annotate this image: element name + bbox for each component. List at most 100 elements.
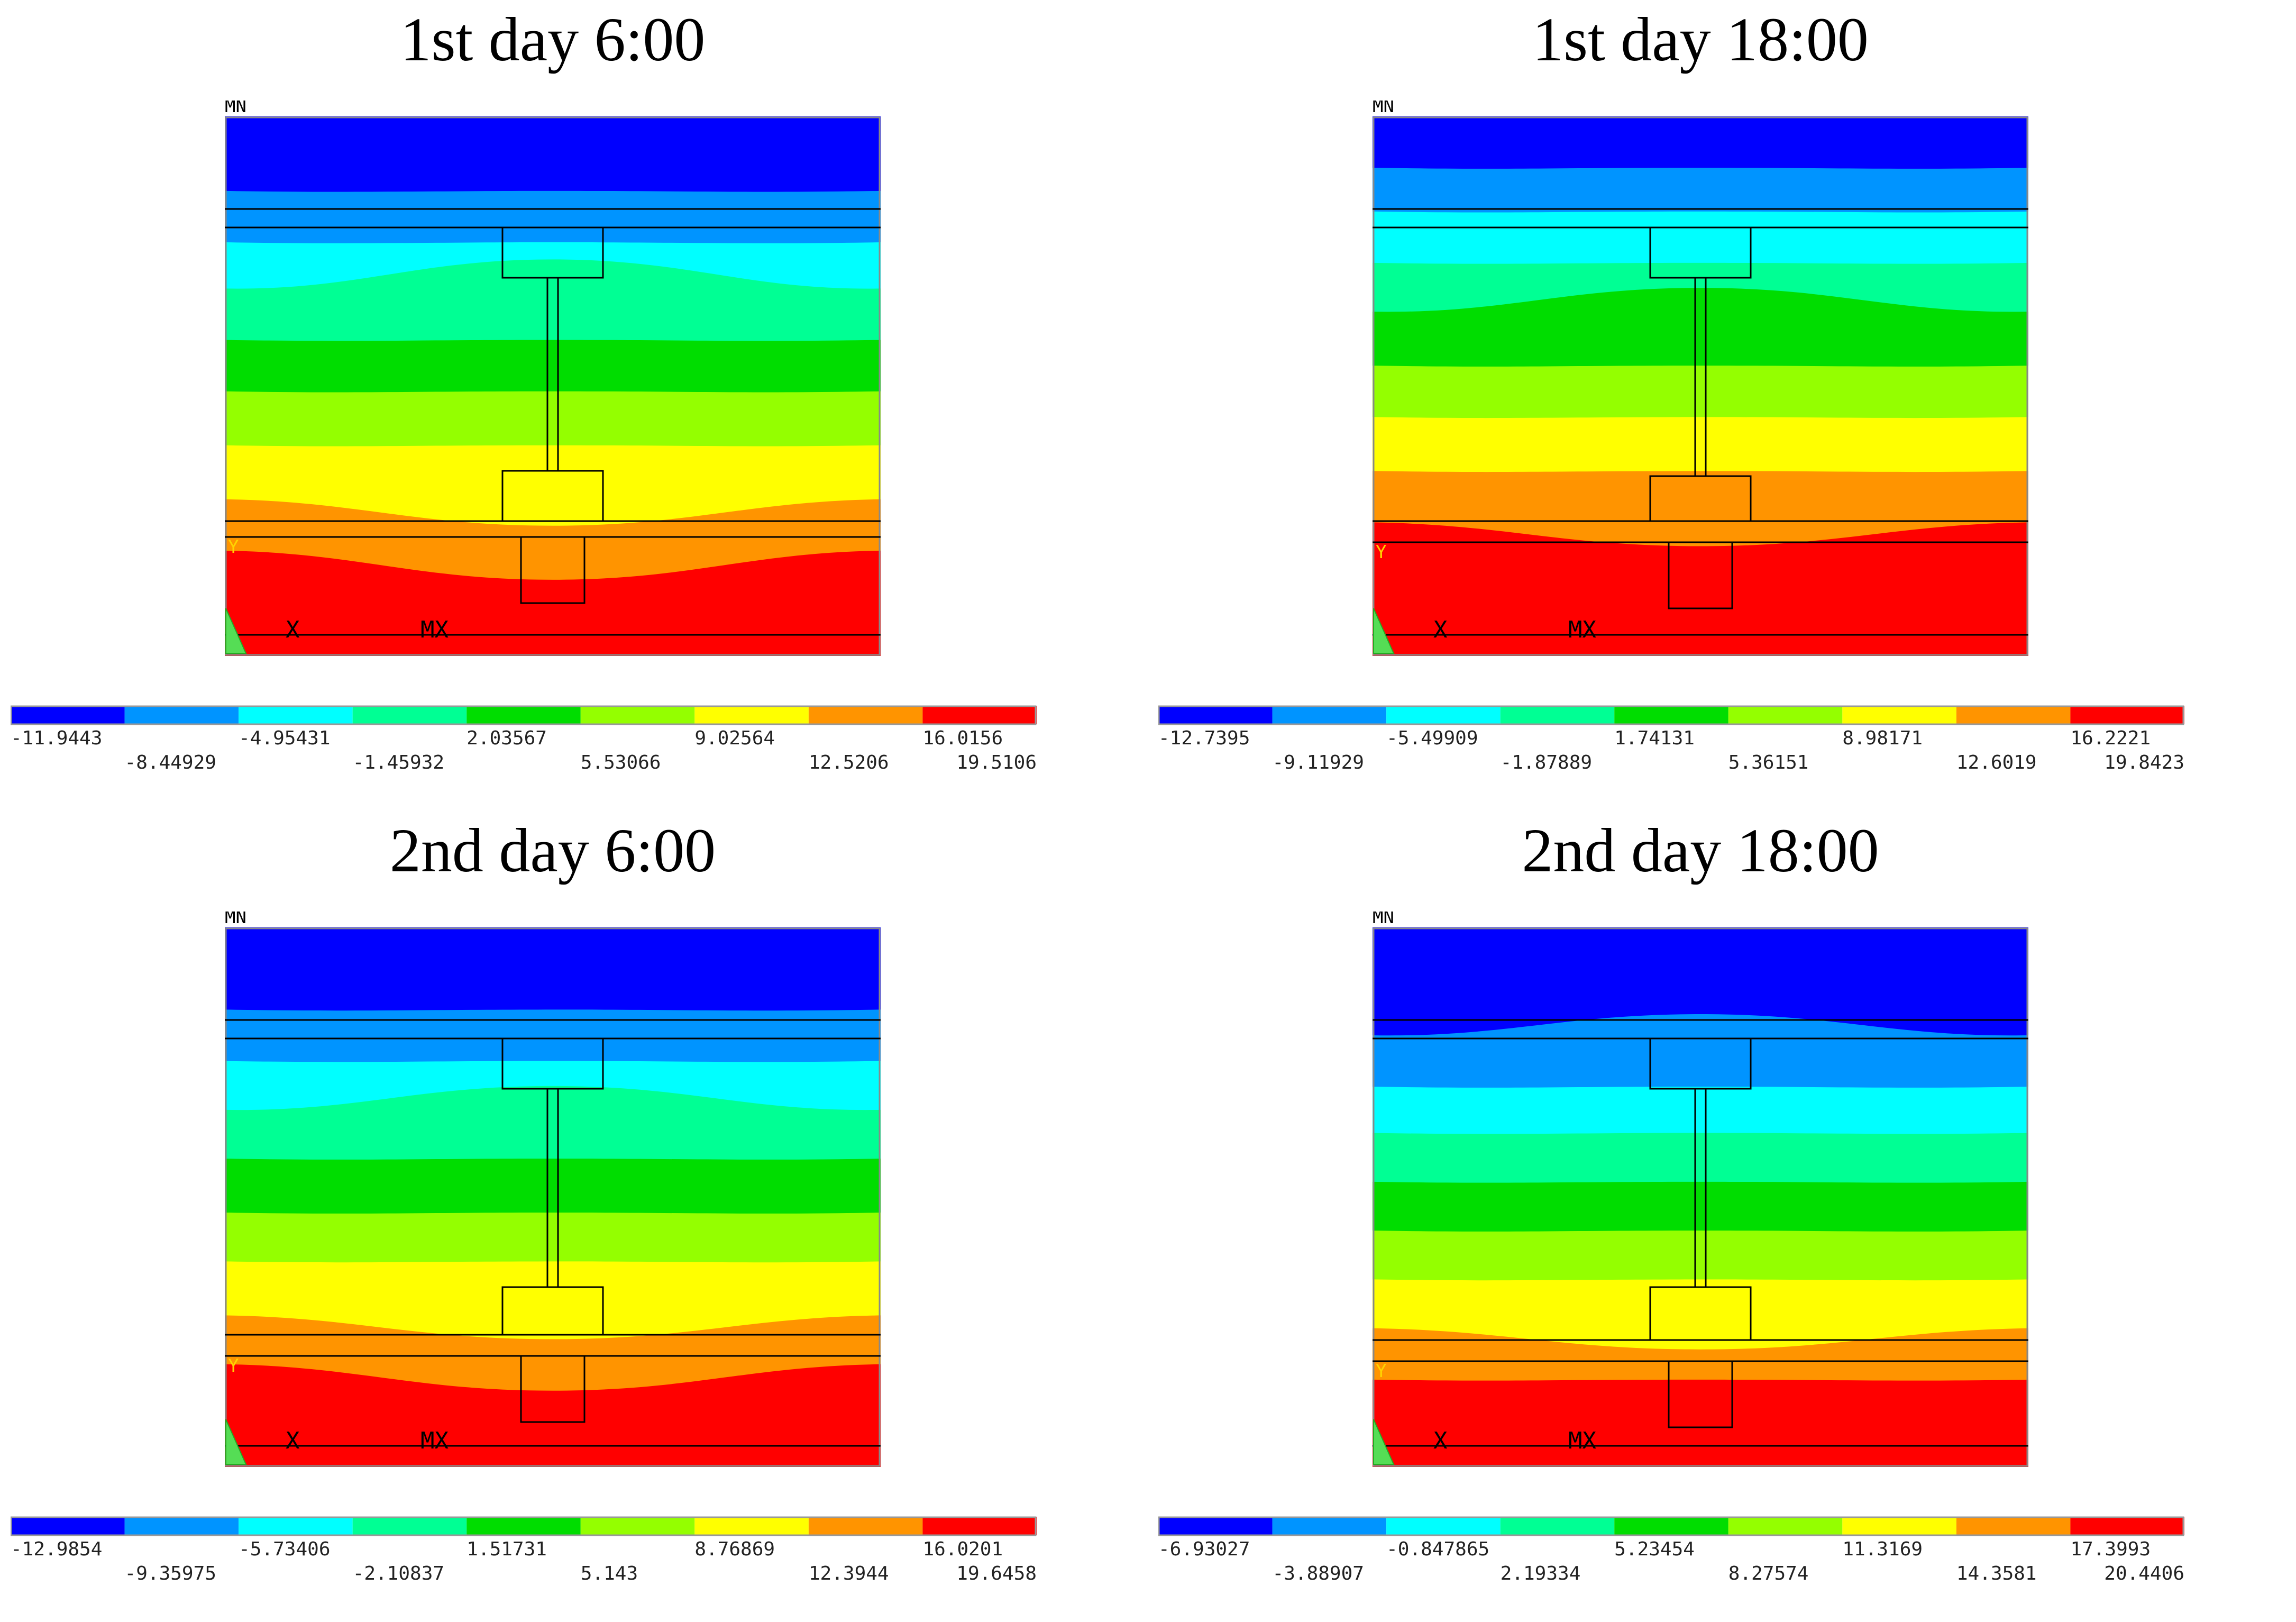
colorbar-level-label: -3.88907 — [1273, 1563, 1364, 1584]
mx-label: MX — [1568, 616, 1596, 643]
model-boundary — [225, 927, 881, 1467]
colorbar-frame — [1158, 705, 2184, 725]
colorbar-level-label: 12.3944 — [809, 1563, 889, 1584]
mx-label: MX — [420, 1427, 449, 1454]
colorbar-level-label: -9.11929 — [1273, 752, 1364, 773]
colorbar-segment — [1500, 706, 1615, 724]
mn-label: MN — [1373, 101, 1394, 117]
y-axis-label: Y — [228, 1355, 239, 1377]
colorbar-level-label: -5.73406 — [239, 1538, 330, 1560]
colorbar-level-label: 8.76869 — [694, 1538, 775, 1560]
colorbar-level-label: -6.93027 — [1158, 1538, 1250, 1560]
colorbar-segment — [694, 706, 809, 724]
colorbar-level-label: 17.3993 — [2070, 1538, 2151, 1560]
x-axis-label: X — [286, 1427, 300, 1454]
colorbar: -6.93027 -3.88907 -0.847865 2.19334 5.23454 8… — [1158, 1516, 2184, 1584]
colorbar-level-label: -1.87889 — [1501, 752, 1592, 773]
model-boundary — [225, 116, 881, 656]
top-flange — [501, 226, 604, 279]
triad-icon — [225, 1419, 247, 1465]
triad-icon — [1373, 1419, 1395, 1465]
colorbar-level-label: 2.19334 — [1501, 1563, 1581, 1584]
colorbar-segment — [1386, 1517, 1501, 1535]
colorbar-segment — [352, 1517, 467, 1535]
contour-band — [1373, 116, 2028, 169]
model-boundary — [1373, 927, 2028, 1467]
pier-outline — [1668, 541, 1733, 609]
colorbar-segment — [2070, 706, 2184, 724]
colorbar-segment — [124, 1517, 239, 1535]
colorbar: -12.9854 -9.35975 -5.73406 -2.10837 1.51731 5… — [11, 1516, 1037, 1584]
colorbar-segment — [2070, 1517, 2184, 1535]
colorbar-level-label: 14.3581 — [1956, 1563, 2037, 1584]
contour-band — [225, 116, 881, 192]
panel-title: 1st day 18:00 — [1532, 5, 1869, 74]
colorbar-level-label: 12.5206 — [809, 752, 889, 773]
x-axis-label: X — [1433, 616, 1448, 643]
colorbar-segment — [11, 1517, 125, 1535]
colorbar-segment — [1614, 1517, 1728, 1535]
colorbar-segment — [124, 706, 239, 724]
colorbar: -11.9443 -8.44929 -4.95431 -1.45932 2.03567 5… — [11, 705, 1037, 773]
contour-panel-3: 2nd day 6:00 Y X MX MN -12.9854 -9.35975 -5.7… — [0, 811, 1148, 1622]
colorbar: -12.7395 -9.11929 -5.49909 -1.87889 1.74131 5… — [1158, 705, 2184, 773]
x-axis-label: X — [1433, 1427, 1448, 1454]
contour-panel-4: 2nd day 18:00 Y X MX MN -6.93027 -3.88907 -0.… — [1148, 811, 2295, 1622]
contour-plot: Y X MX MN — [1373, 912, 2028, 1467]
pier-outline — [1668, 1360, 1733, 1428]
y-axis-label: Y — [1376, 1361, 1386, 1382]
colorbar-segment — [580, 1517, 695, 1535]
top-flange — [1649, 1037, 1752, 1090]
colorbar-level-label: 5.36151 — [1728, 752, 1809, 773]
panel-title: 1st day 6:00 — [400, 5, 706, 74]
colorbar-level-label: -2.10837 — [353, 1563, 444, 1584]
colorbar-segment — [1272, 1517, 1387, 1535]
colorbar-level-label: -12.7395 — [1158, 727, 1250, 749]
colorbar-segment — [239, 706, 353, 724]
colorbar-segment — [580, 706, 695, 724]
colorbar-level-label: -11.9443 — [11, 727, 102, 749]
mn-label: MN — [1373, 912, 1394, 928]
colorbar-segment — [1842, 1517, 1956, 1535]
colorbar-segment — [808, 706, 923, 724]
top-flange — [1649, 226, 1752, 279]
colorbar-segment — [1728, 706, 1843, 724]
colorbar-segment — [1956, 1517, 2071, 1535]
colorbar-level-label: -9.35975 — [125, 1563, 216, 1584]
colorbar-segment — [1614, 706, 1728, 724]
colorbar-segment — [694, 1517, 809, 1535]
colorbar-level-label: 19.8423 — [2104, 752, 2184, 773]
colorbar-segment — [808, 1517, 923, 1535]
colorbar-frame — [1158, 1516, 2184, 1536]
colorbar-level-label: -12.9854 — [11, 1538, 102, 1560]
colorbar-segment — [1500, 1517, 1615, 1535]
contour-plot: Y X MX MN — [225, 101, 881, 656]
colorbar-level-label: 8.98171 — [1842, 727, 1923, 749]
colorbar-level-label: 5.23454 — [1614, 1538, 1695, 1560]
colorbar-level-label: -8.44929 — [125, 752, 216, 773]
contour-plot: Y X MX MN — [1373, 101, 2028, 656]
mn-label: MN — [225, 101, 246, 117]
colorbar-level-label: 16.2221 — [2070, 727, 2151, 749]
colorbar-segment — [1272, 706, 1387, 724]
colorbar-segment — [352, 706, 467, 724]
colorbar-segment — [1956, 706, 2071, 724]
colorbar-level-label: 12.6019 — [1956, 752, 2037, 773]
colorbar-level-label: 11.3169 — [1842, 1538, 1923, 1560]
colorbar-level-label: 1.51731 — [466, 1538, 547, 1560]
colorbar-level-label: 16.0156 — [922, 727, 1003, 749]
contour-panel-1: 1st day 6:00 Y X MX MN -11.9443 -8.44929 -4.9… — [0, 0, 1148, 811]
colorbar-level-label: 16.0201 — [922, 1538, 1003, 1560]
model-boundary — [1373, 116, 2028, 656]
colorbar-segment — [1728, 1517, 1843, 1535]
panel-title: 2nd day 6:00 — [389, 816, 716, 885]
mn-label: MN — [225, 912, 246, 928]
colorbar-segment — [466, 1517, 581, 1535]
y-axis-label: Y — [228, 536, 239, 558]
colorbar-segment — [1158, 706, 1273, 724]
triad-icon — [225, 608, 247, 654]
mx-label: MX — [1568, 1427, 1596, 1454]
contour-band — [1373, 927, 2028, 1036]
colorbar-frame — [11, 705, 1037, 725]
contour-panel-2: 1st day 18:00 Y X MX MN -12.7395 -9.11929 -5.… — [1148, 0, 2295, 811]
